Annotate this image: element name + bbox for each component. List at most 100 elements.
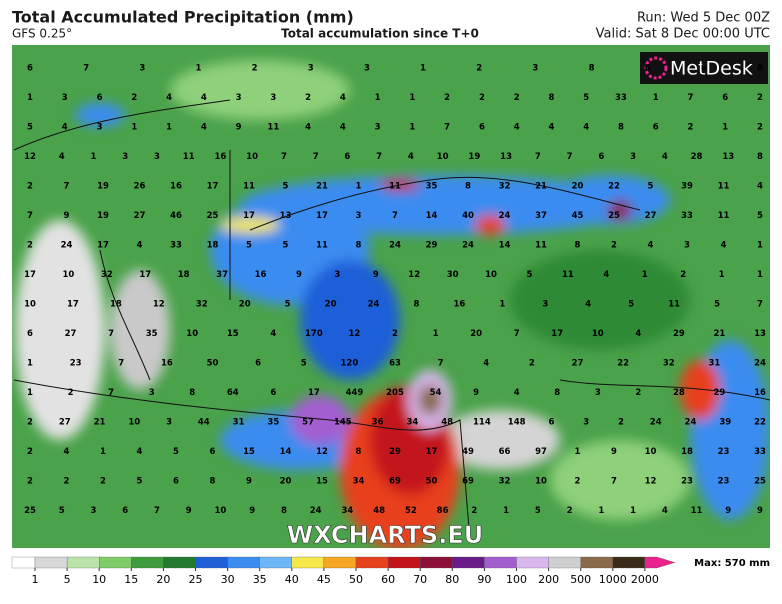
map-value-label: 2 — [68, 388, 74, 398]
map-value-label: 17 — [207, 182, 219, 192]
map-value-label: 2 — [305, 93, 311, 103]
map-value-label: 1 — [499, 300, 505, 310]
map-value-label: 6 — [27, 64, 33, 74]
map-value-label: 16 — [215, 152, 227, 162]
map-value-label: 5 — [583, 93, 589, 103]
legend-tick-label: 25 — [189, 573, 203, 586]
map-value-label: 12 — [349, 329, 361, 339]
map-value-label: 4 — [603, 270, 609, 280]
map-value-label: 66 — [499, 447, 511, 457]
map-value-label: 31 — [708, 359, 720, 369]
map-value-label: 6 — [210, 447, 216, 457]
map-value-label: 1 — [653, 93, 659, 103]
map-value-label: 17 — [551, 329, 563, 339]
map-value-label: 170 — [305, 329, 323, 339]
map-value-label: 8 — [575, 241, 581, 251]
map-value-label: 8 — [189, 388, 195, 398]
legend-swatch — [580, 556, 613, 569]
legend-tick-label: 90 — [477, 573, 491, 586]
legend-tick-label: 500 — [570, 573, 591, 586]
map-value-label: 24 — [368, 300, 380, 310]
legend-swatch — [259, 556, 292, 569]
map-value-label: 21 — [94, 418, 106, 428]
map-value-label: 4 — [137, 447, 143, 457]
map-value-label: 39 — [719, 418, 731, 428]
map-value-label: 5 — [137, 477, 143, 487]
map-value-label: 23 — [718, 447, 730, 457]
legend-tick-label: 200 — [538, 573, 559, 586]
map-value-label: 6 — [722, 93, 728, 103]
map-value-label: 16 — [255, 270, 267, 280]
map-value-label: 8 — [356, 447, 362, 457]
map-value-label: 14 — [280, 447, 292, 457]
map-value-label: 4 — [648, 241, 654, 251]
map-value-label: 15 — [227, 329, 239, 339]
map-value-label: 4 — [340, 123, 346, 133]
map-value-label: 6 — [645, 64, 651, 74]
map-value-label: 16 — [161, 359, 173, 369]
map-value-label: 4 — [585, 300, 591, 310]
map-value-label: 3 — [308, 64, 314, 74]
legend-swatch — [291, 556, 325, 569]
map-value-label: 21 — [714, 329, 726, 339]
map-value-label: 12 — [408, 270, 420, 280]
map-value-label: 8 — [757, 152, 763, 162]
map-value-label: 7 — [567, 152, 573, 162]
map-value-label: 1 — [27, 93, 33, 103]
legend-tick-label: 20 — [156, 573, 170, 586]
map-value-label: 57 — [302, 418, 314, 428]
map-value-label: 4 — [166, 93, 172, 103]
map-value-label: 46 — [170, 211, 182, 221]
map-value-label: 10 — [645, 447, 657, 457]
map-value-label: 32 — [196, 300, 208, 310]
map-value-label: 5 — [283, 241, 289, 251]
legend-tick-label: 45 — [317, 573, 331, 586]
map-value-label: 2 — [444, 93, 450, 103]
map-value-label: 54 — [430, 388, 442, 398]
map-value-label: 9 — [473, 388, 479, 398]
map-value-label: 20 — [280, 477, 292, 487]
map-value-label: 19 — [97, 182, 109, 192]
map-value-label: 86 — [437, 506, 449, 516]
map-value-label: 10 — [246, 152, 258, 162]
map-value-label: 16 — [453, 300, 465, 310]
map-value-label: 28 — [691, 152, 703, 162]
legend-swatch — [355, 556, 389, 569]
map-value-label: 5 — [757, 211, 763, 221]
map-value-label: 4 — [514, 123, 520, 133]
legend-swatch — [163, 556, 196, 569]
map-value-label: 3 — [149, 388, 155, 398]
legend-tick-label: 50 — [349, 573, 363, 586]
map-value-label: 10 — [24, 300, 36, 310]
map-value-label: 6 — [479, 123, 485, 133]
legend-swatch — [484, 556, 517, 569]
map-value-label: 1 — [575, 447, 581, 457]
map-value-label: 9 — [373, 270, 379, 280]
map-value-label: 8 — [465, 182, 471, 192]
legend-tick-label: 70 — [413, 573, 427, 586]
map-value-label: 23 — [681, 477, 693, 487]
map-value-label: 11 — [316, 241, 328, 251]
map-value-label: 114 — [473, 418, 491, 428]
map-value-label: 3 — [364, 64, 370, 74]
map-value-label: 4 — [757, 182, 763, 192]
legend-tick-label: 2000 — [631, 573, 659, 586]
map-value-label: 29 — [714, 388, 726, 398]
map-value-label: 6 — [653, 123, 659, 133]
map-value-label: 5 — [301, 359, 307, 369]
map-value-label: 24 — [462, 241, 474, 251]
map-value-label: 17 — [97, 241, 109, 251]
subtitle: Total accumulation since T+0 — [281, 27, 479, 41]
map-value-label: 4 — [201, 123, 207, 133]
legend-swatch — [516, 556, 549, 569]
legend-swatch — [99, 556, 132, 569]
legend-tick-label: 1 — [32, 573, 39, 586]
legend-swatch — [34, 556, 68, 569]
map-value-label: 5 — [246, 241, 252, 251]
legend-tick-label: 30 — [221, 573, 235, 586]
legend-swatch — [612, 556, 646, 569]
map-value-label: 2 — [567, 506, 573, 516]
map-value-label: 7 — [313, 152, 319, 162]
map-value-label: 2 — [252, 64, 258, 74]
map-value-label: 8 — [281, 506, 287, 516]
